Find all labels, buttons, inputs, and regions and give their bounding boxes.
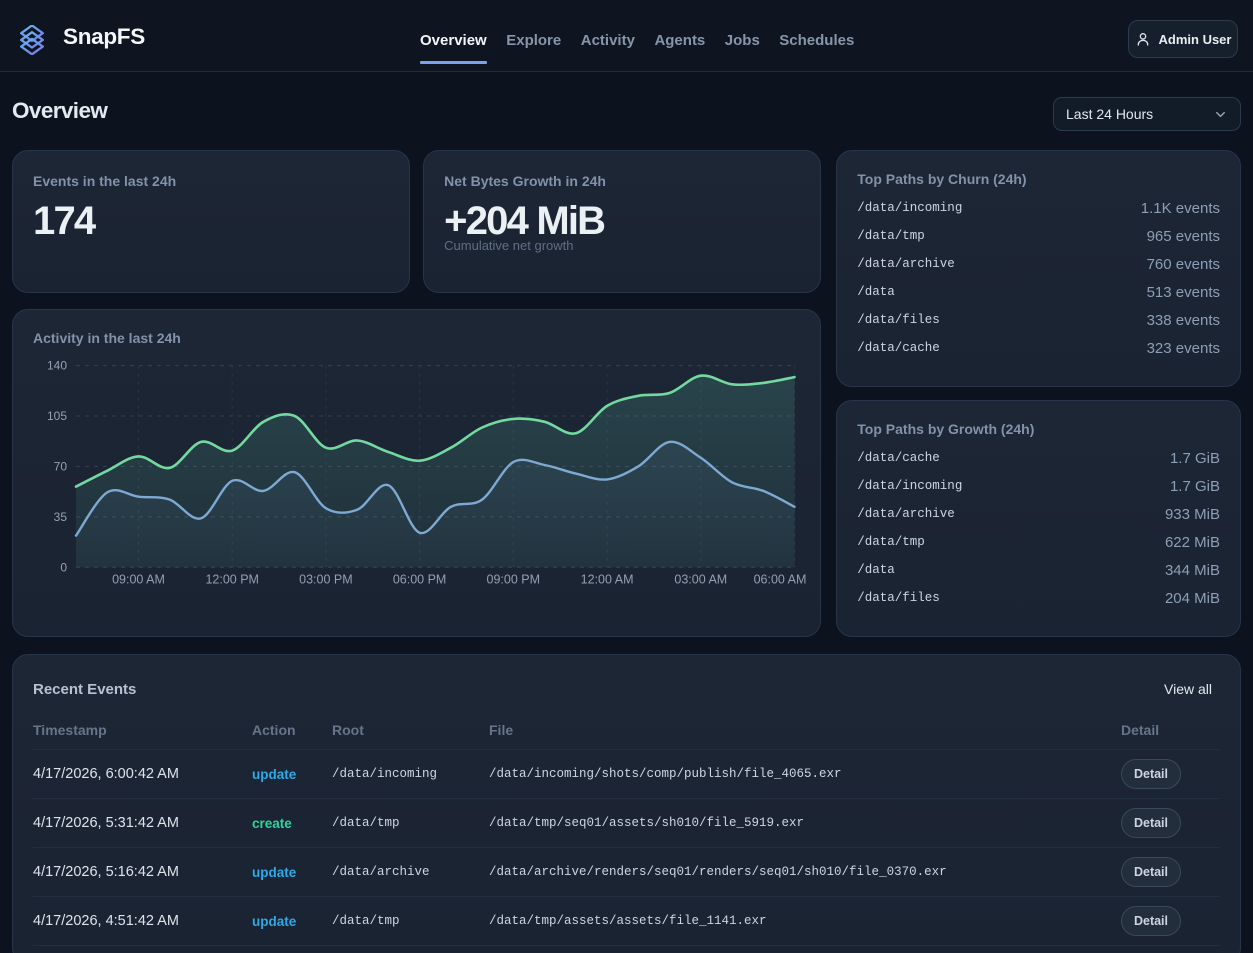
svg-text:09:00 AM: 09:00 AM (112, 573, 165, 587)
svg-text:03:00 PM: 03:00 PM (299, 573, 353, 587)
svg-text:140: 140 (47, 359, 67, 373)
svg-text:12:00 PM: 12:00 PM (205, 573, 259, 587)
svg-text:12:00 AM: 12:00 AM (581, 573, 634, 587)
svg-text:06:00 PM: 06:00 PM (393, 573, 447, 587)
svg-text:03:00 AM: 03:00 AM (674, 573, 727, 587)
svg-text:70: 70 (54, 459, 68, 473)
svg-text:0: 0 (60, 560, 67, 574)
svg-text:105: 105 (47, 409, 67, 423)
svg-text:09:00 PM: 09:00 PM (487, 573, 541, 587)
svg-text:06:00 AM: 06:00 AM (754, 573, 807, 587)
svg-text:35: 35 (54, 510, 68, 524)
